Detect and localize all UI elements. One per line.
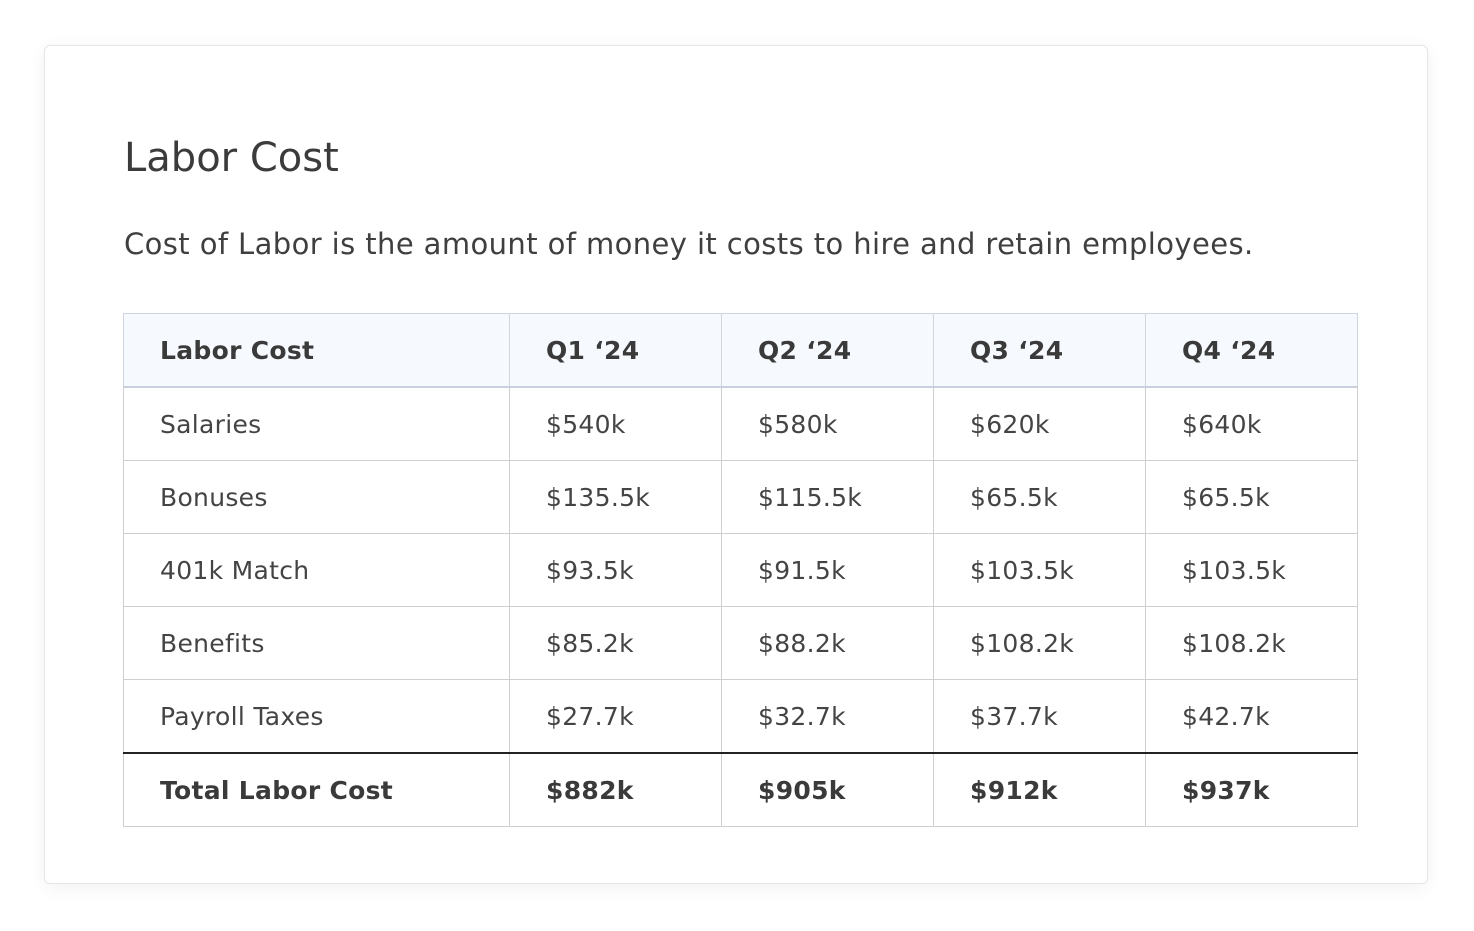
table-cell: $103.5k [933, 533, 1146, 607]
table-cell: $32.7k [721, 679, 934, 754]
table-cell: $640k [1145, 386, 1358, 461]
table-cell: $108.2k [1145, 606, 1358, 680]
table-row: 401k Match $93.5k $91.5k $103.5k $103.5k [123, 533, 1358, 607]
table-cell: $37.7k [933, 679, 1146, 754]
row-label: 401k Match [123, 533, 510, 607]
card-description: Cost of Labor is the amount of money it … [124, 227, 1254, 261]
labor-cost-table: Labor Cost Q1 ‘24 Q2 ‘24 Q3 ‘24 Q4 ‘24 S… [123, 313, 1358, 827]
header-cell-q4: Q4 ‘24 [1145, 313, 1358, 388]
row-label: Payroll Taxes [123, 679, 510, 754]
table-cell: $65.5k [933, 460, 1146, 534]
table-cell: $135.5k [509, 460, 722, 534]
table-cell: $115.5k [721, 460, 934, 534]
table-row: Salaries $540k $580k $620k $640k [123, 386, 1358, 461]
table-cell: $93.5k [509, 533, 722, 607]
row-label: Salaries [123, 386, 510, 461]
table-cell: $85.2k [509, 606, 722, 680]
total-label: Total Labor Cost [123, 752, 510, 827]
table-cell: $42.7k [1145, 679, 1358, 754]
table-cell: $620k [933, 386, 1146, 461]
table-cell: $108.2k [933, 606, 1146, 680]
row-label: Benefits [123, 606, 510, 680]
table-cell: $27.7k [509, 679, 722, 754]
table-row: Payroll Taxes $27.7k $32.7k $37.7k $42.7… [123, 679, 1358, 754]
table-cell: $65.5k [1145, 460, 1358, 534]
header-cell-q2: Q2 ‘24 [721, 313, 934, 388]
total-cell: $937k [1145, 752, 1358, 827]
table-cell: $580k [721, 386, 934, 461]
row-label: Bonuses [123, 460, 510, 534]
table-header-row: Labor Cost Q1 ‘24 Q2 ‘24 Q3 ‘24 Q4 ‘24 [123, 313, 1358, 388]
total-cell: $905k [721, 752, 934, 827]
table-cell: $91.5k [721, 533, 934, 607]
table-row: Bonuses $135.5k $115.5k $65.5k $65.5k [123, 460, 1358, 534]
card-title: Labor Cost [124, 135, 339, 181]
table-row: Benefits $85.2k $88.2k $108.2k $108.2k [123, 606, 1358, 680]
header-cell-q1: Q1 ‘24 [509, 313, 722, 388]
table-cell: $103.5k [1145, 533, 1358, 607]
table-cell: $540k [509, 386, 722, 461]
total-row: Total Labor Cost $882k $905k $912k $937k [123, 752, 1358, 827]
labor-cost-card: Labor Cost Cost of Labor is the amount o… [44, 45, 1428, 884]
total-cell: $912k [933, 752, 1146, 827]
header-cell-q3: Q3 ‘24 [933, 313, 1146, 388]
total-cell: $882k [509, 752, 722, 827]
header-cell-category: Labor Cost [123, 313, 510, 388]
table-cell: $88.2k [721, 606, 934, 680]
